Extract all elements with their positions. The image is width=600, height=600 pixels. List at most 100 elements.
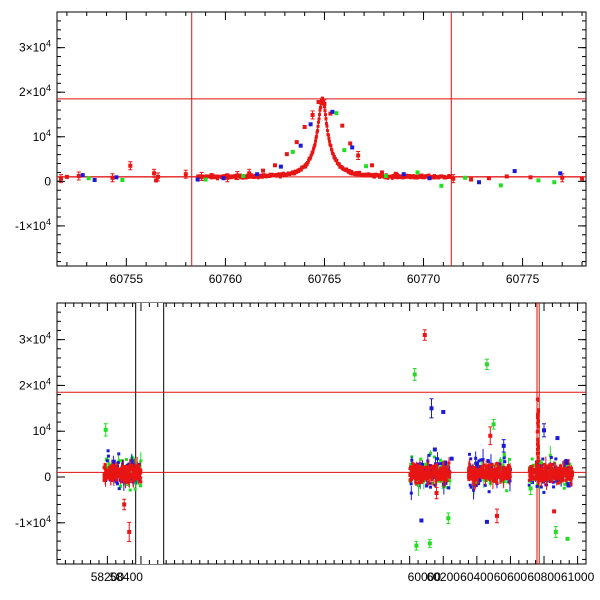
y-tick-label: -1×104: [15, 217, 51, 233]
y-tick-mantissa: 10: [33, 424, 47, 438]
data-point: [364, 164, 369, 169]
season-data-point: [121, 472, 125, 476]
data-point: [76, 173, 81, 178]
season-data-point: [556, 481, 560, 485]
data-point: [558, 171, 563, 176]
dense-data-point: [278, 175, 282, 179]
season-data-point: [473, 466, 477, 470]
data-point: [199, 174, 204, 179]
season-data-point: [502, 456, 506, 460]
season-data-point: [471, 465, 475, 469]
dense-data-point: [348, 169, 352, 173]
season-data-point: [116, 461, 120, 465]
season-data-point: [556, 475, 560, 479]
season-data-point: [128, 466, 132, 470]
data-point: [255, 172, 260, 177]
season-data-point: [503, 460, 507, 464]
season-data-point: [436, 479, 440, 483]
data-point: [565, 536, 570, 541]
season-data-point: [532, 476, 536, 480]
season-data-point: [537, 485, 541, 489]
season-data-point: [528, 474, 532, 478]
dense-data-point: [316, 129, 320, 133]
season-data-point: [488, 472, 492, 476]
season-data-point: [484, 469, 488, 473]
season-data-point: [414, 476, 418, 480]
season-data-point: [467, 477, 471, 481]
dense-data-point: [337, 162, 341, 166]
season-data-point: [440, 474, 444, 478]
dense-data-point: [329, 144, 333, 148]
data-point: [92, 177, 97, 182]
dense-data-point: [326, 133, 330, 137]
y-tick-exponent: 4: [46, 83, 51, 93]
dense-data-point: [299, 168, 303, 172]
season-data-point: [564, 471, 568, 475]
season-data-point: [480, 465, 484, 469]
season-data-point: [421, 478, 425, 482]
season-data-point: [539, 461, 543, 465]
season-data-point: [530, 457, 534, 461]
event-data-point: [536, 408, 540, 412]
season-data-point: [416, 470, 420, 474]
season-data-point: [483, 475, 487, 479]
data-point: [484, 362, 489, 367]
y-tick-exponent: 4: [46, 376, 51, 386]
dense-data-point: [323, 113, 327, 117]
season-data-point: [551, 480, 555, 484]
dense-data-point: [331, 152, 335, 156]
y-tick-mantissa: 10: [33, 130, 47, 144]
season-data-point: [114, 469, 118, 473]
season-data-point: [472, 488, 476, 492]
season-data-point: [500, 480, 504, 484]
season-data-point: [424, 474, 428, 478]
season-data-point: [531, 471, 535, 475]
event-data-point: [536, 441, 540, 445]
season-data-point: [434, 463, 438, 467]
season-data-point: [111, 463, 115, 467]
season-data-point: [499, 477, 503, 481]
data-point: [203, 177, 208, 182]
season-data-point: [549, 465, 553, 469]
season-data-point: [485, 464, 489, 468]
dense-data-point: [325, 124, 329, 128]
season-data-point: [448, 479, 452, 483]
event-data-point: [536, 422, 540, 426]
season-data-point: [498, 462, 502, 466]
season-data-point: [536, 466, 540, 470]
data-point: [356, 153, 361, 158]
season-data-point: [549, 478, 553, 482]
data-point: [86, 176, 91, 181]
dense-data-point: [310, 153, 314, 157]
season-data-point: [565, 461, 569, 465]
season-data-point: [505, 489, 509, 493]
season-data-point: [467, 452, 471, 456]
season-data-point: [440, 468, 444, 472]
season-data-point: [568, 462, 572, 466]
season-data-point: [567, 465, 571, 469]
season-data-point: [469, 485, 473, 489]
season-data-point: [103, 463, 107, 467]
season-data-point: [416, 464, 420, 468]
y-tick-label: 104: [33, 128, 51, 144]
season-data-point: [474, 461, 478, 465]
season-data-point: [136, 468, 140, 472]
data-point: [298, 143, 303, 148]
season-data-point: [542, 473, 546, 477]
data-point: [383, 173, 388, 178]
season-data-point: [482, 469, 486, 473]
season-data-point: [131, 479, 135, 483]
season-data-point: [409, 462, 413, 466]
season-data-point: [478, 467, 482, 471]
season-data-point: [426, 468, 430, 472]
season-data-point: [538, 472, 542, 476]
dense-data-point: [333, 157, 337, 161]
season-data-point: [552, 468, 556, 472]
season-data-point: [490, 470, 494, 474]
season-data-point: [562, 473, 566, 477]
dense-data-point: [319, 105, 323, 109]
y-tick-mantissa: 2×10: [19, 378, 46, 392]
data-point: [441, 409, 446, 414]
y-tick-label: 3×104: [19, 331, 51, 347]
dense-data-point: [427, 173, 431, 177]
